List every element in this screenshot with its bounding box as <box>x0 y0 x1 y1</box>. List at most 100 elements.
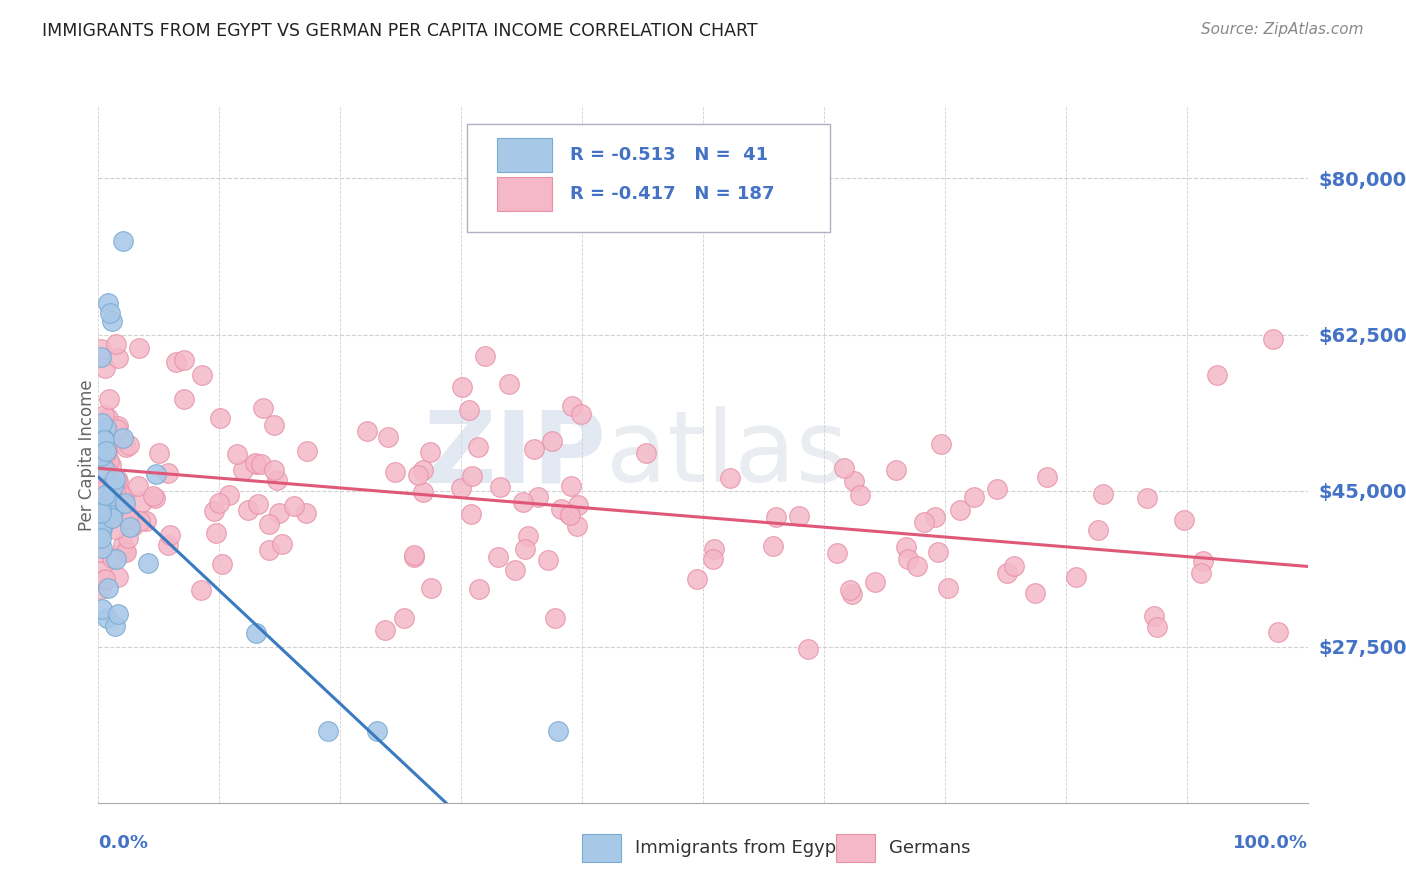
Point <box>90 546 112 560</box>
Point <box>90 425 112 439</box>
Point <box>90 501 112 516</box>
Point <box>834 461 856 475</box>
Point <box>190 583 212 598</box>
Point <box>90 450 112 464</box>
Bar <box>582 834 621 862</box>
Point <box>111 487 134 501</box>
Point <box>1267 624 1289 639</box>
Point <box>93 462 115 476</box>
Point <box>986 483 1008 497</box>
Point <box>541 434 564 448</box>
Point <box>218 488 240 502</box>
Point <box>412 463 434 477</box>
Point <box>558 508 581 522</box>
Point <box>98 492 121 507</box>
Point <box>107 422 129 436</box>
Point <box>412 484 434 499</box>
Point <box>924 510 946 524</box>
Point <box>159 528 181 542</box>
Point <box>97 453 120 467</box>
Point <box>238 503 260 517</box>
Point <box>1192 554 1215 568</box>
Point <box>94 503 117 517</box>
Point <box>1263 332 1285 346</box>
Point <box>94 444 117 458</box>
Point <box>101 421 124 435</box>
Point <box>91 479 114 493</box>
Point <box>100 458 122 473</box>
Point <box>142 489 165 503</box>
Point <box>91 515 114 529</box>
Point <box>257 517 280 532</box>
Point <box>94 446 117 460</box>
Point <box>503 563 526 577</box>
Point <box>136 556 159 570</box>
Point <box>905 558 928 573</box>
Bar <box>498 138 551 172</box>
Point <box>295 506 318 520</box>
Point <box>1024 586 1046 600</box>
Point <box>100 511 122 525</box>
Point <box>467 440 489 454</box>
Point <box>104 485 127 500</box>
Point <box>512 494 534 508</box>
Point <box>513 541 536 556</box>
Point <box>97 296 120 310</box>
Point <box>100 490 122 504</box>
Point <box>460 507 482 521</box>
Point <box>90 602 112 616</box>
Point <box>1146 620 1168 634</box>
Point <box>995 566 1018 580</box>
Point <box>94 360 117 375</box>
Point <box>157 538 180 552</box>
Point <box>103 506 125 520</box>
Point <box>1064 570 1087 584</box>
Point <box>894 540 917 554</box>
Point <box>266 473 288 487</box>
Point <box>565 519 588 533</box>
Point <box>886 463 908 477</box>
Point <box>104 472 127 486</box>
Point <box>156 466 179 480</box>
Point <box>122 518 145 533</box>
Point <box>165 354 187 368</box>
Point <box>115 440 138 454</box>
Point <box>460 469 482 483</box>
Point <box>1189 566 1212 581</box>
Point <box>96 439 118 453</box>
Point <box>283 499 305 513</box>
Point <box>844 475 866 489</box>
Point <box>762 539 785 553</box>
Point <box>108 492 131 507</box>
FancyBboxPatch shape <box>467 124 830 232</box>
Point <box>93 443 115 458</box>
Point <box>173 353 195 368</box>
Point <box>111 498 134 512</box>
Point <box>550 501 572 516</box>
Point <box>94 508 117 522</box>
Point <box>143 491 166 506</box>
Point <box>90 506 112 520</box>
Point <box>498 376 520 391</box>
Point <box>173 392 195 406</box>
Point <box>451 379 474 393</box>
Point <box>457 403 479 417</box>
Point <box>90 524 112 538</box>
Point <box>104 522 127 536</box>
Point <box>96 449 118 463</box>
Text: IMMIGRANTS FROM EGYPT VS GERMAN PER CAPITA INCOME CORRELATION CHART: IMMIGRANTS FROM EGYPT VS GERMAN PER CAPI… <box>42 22 758 40</box>
Point <box>107 419 129 434</box>
Point <box>245 458 267 472</box>
Point <box>1136 491 1159 506</box>
Point <box>108 499 131 513</box>
Text: 100.0%: 100.0% <box>1233 834 1308 852</box>
Point <box>114 508 136 522</box>
Point <box>90 582 112 596</box>
Text: R = -0.513   N =  41: R = -0.513 N = 41 <box>569 146 768 164</box>
Point <box>450 481 472 495</box>
Point <box>257 542 280 557</box>
Point <box>547 724 569 739</box>
Point <box>98 511 121 525</box>
Point <box>797 642 820 657</box>
Point <box>127 479 149 493</box>
